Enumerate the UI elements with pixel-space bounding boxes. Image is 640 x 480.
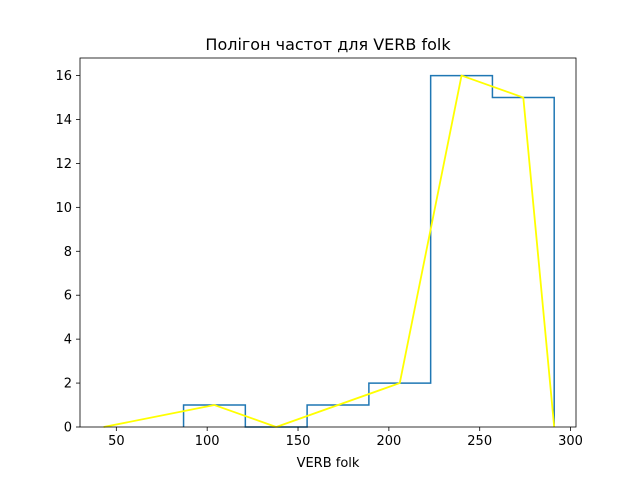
x-tick-label: 50 [108, 434, 125, 449]
y-tick-label: 0 [64, 421, 72, 436]
x-tick-label: 200 [376, 434, 401, 449]
x-tick-label: 100 [195, 434, 220, 449]
histogram-outline [182, 74, 555, 428]
x-axis: 50 100 150 200 250 300 [108, 427, 583, 449]
chart-title: Полігон частот для VERB folk [205, 35, 451, 54]
y-tick-label: 6 [64, 289, 72, 304]
plot-frame [79, 57, 577, 428]
x-axis-label: VERB folk [297, 456, 360, 471]
y-tick-label: 12 [55, 157, 72, 172]
y-tick-label: 8 [64, 245, 72, 260]
histogram-bin [184, 405, 246, 427]
histogram-bin [431, 76, 493, 427]
plot-area [79, 57, 577, 428]
x-tick-label: 250 [467, 434, 492, 449]
y-tick-label: 4 [64, 333, 72, 348]
y-tick-label: 10 [55, 201, 72, 216]
y-tick-label: 14 [55, 113, 72, 128]
x-tick-label: 300 [558, 434, 583, 449]
y-tick-label: 2 [64, 377, 72, 392]
x-tick-label: 150 [286, 434, 311, 449]
y-axis: 0 2 4 6 8 10 12 14 16 [55, 69, 80, 436]
histogram-bin [369, 383, 431, 427]
histogram-bin [307, 405, 369, 427]
frequency-polygon [103, 74, 556, 428]
histogram-bin [492, 98, 554, 427]
y-tick-label: 16 [55, 69, 72, 84]
